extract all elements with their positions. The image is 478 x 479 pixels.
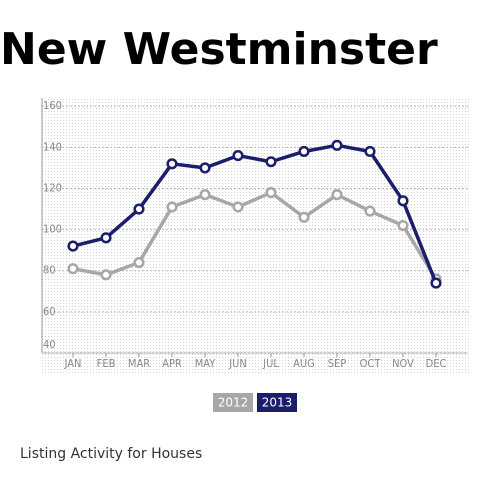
- point: [331, 189, 343, 201]
- point: [67, 263, 79, 275]
- y-tick-label: 120: [43, 181, 62, 194]
- chart-subtitle: Listing Activity for Houses: [20, 446, 202, 462]
- point: [166, 158, 178, 170]
- x-tick-label: FEB: [97, 357, 116, 370]
- point: [100, 269, 112, 281]
- y-tick-label: 80: [43, 264, 56, 277]
- x-tick-label: JUN: [228, 357, 247, 370]
- point: [265, 156, 277, 168]
- x-tick-label: APR: [162, 357, 182, 370]
- y-tick-label: 140: [43, 140, 62, 153]
- x-tick-label: JAN: [64, 357, 82, 370]
- y-tick-label: 160: [43, 99, 62, 112]
- y-tick-label: 60: [43, 305, 56, 318]
- point: [397, 195, 409, 207]
- x-tick-label: MAY: [195, 357, 216, 370]
- point: [331, 139, 343, 151]
- point: [133, 203, 145, 215]
- legend-label: 2012: [218, 396, 249, 410]
- point: [430, 277, 442, 289]
- x-tick-label: DEC: [426, 357, 447, 370]
- x-tick-label: JUL: [262, 357, 279, 370]
- point: [67, 240, 79, 252]
- point: [364, 145, 376, 158]
- point: [199, 189, 211, 201]
- point: [298, 145, 310, 158]
- chart-title: New Westminster: [0, 24, 438, 75]
- line: [72, 190, 438, 280]
- legend-item[interactable]: 2012: [213, 393, 253, 412]
- x-tick-label: AUG: [293, 357, 315, 370]
- x-tick-label: NOV: [392, 357, 414, 370]
- series: [67, 187, 442, 285]
- point: [199, 162, 211, 174]
- point: [397, 219, 409, 232]
- point: [298, 211, 310, 223]
- legend-label: 2013: [262, 396, 293, 410]
- line: [72, 143, 438, 284]
- point: [100, 232, 112, 244]
- legend-swatch: [257, 393, 297, 412]
- point: [364, 205, 376, 217]
- point: [133, 256, 145, 269]
- x-tick-label: SEP: [328, 357, 347, 370]
- x-tick-label: MAR: [128, 357, 150, 370]
- legend-swatch: [213, 393, 253, 412]
- x-tick-label: OCT: [360, 357, 382, 370]
- point: [232, 201, 244, 213]
- point: [265, 187, 277, 199]
- series: [67, 139, 442, 289]
- y-tick-label: 100: [43, 223, 62, 236]
- y-tick-label: 40: [43, 338, 56, 351]
- point: [166, 201, 178, 213]
- legend-item[interactable]: 2013: [257, 393, 297, 412]
- point: [232, 150, 244, 162]
